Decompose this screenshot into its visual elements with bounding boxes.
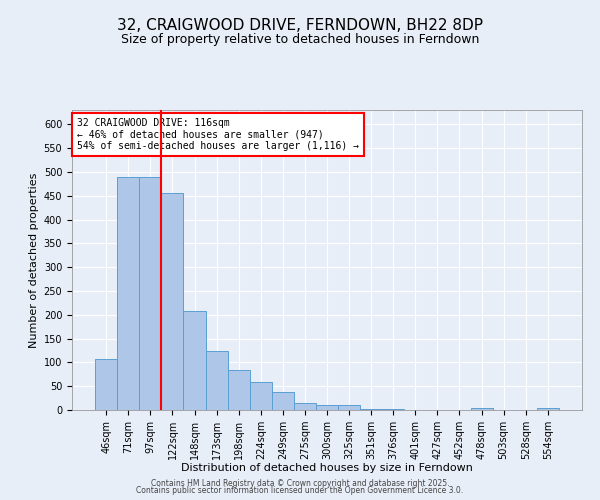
Text: Contains HM Land Registry data © Crown copyright and database right 2025.: Contains HM Land Registry data © Crown c… [151, 478, 449, 488]
Bar [537, 408, 559, 410]
Bar [161, 194, 184, 410]
Bar [227, 370, 250, 410]
Bar [117, 176, 139, 410]
Y-axis label: Number of detached properties: Number of detached properties [29, 172, 40, 348]
Text: 32, CRAIGWOOD DRIVE, FERNDOWN, BH22 8DP: 32, CRAIGWOOD DRIVE, FERNDOWN, BH22 8DP [117, 18, 483, 32]
Bar [338, 405, 360, 410]
Bar [382, 408, 404, 410]
Text: Contains public sector information licensed under the Open Government Licence 3.: Contains public sector information licen… [136, 486, 464, 495]
Bar [206, 351, 227, 410]
Bar [95, 359, 117, 410]
Text: Size of property relative to detached houses in Ferndown: Size of property relative to detached ho… [121, 32, 479, 46]
Text: 32 CRAIGWOOD DRIVE: 116sqm
← 46% of detached houses are smaller (947)
54% of sem: 32 CRAIGWOOD DRIVE: 116sqm ← 46% of deta… [77, 118, 359, 150]
Bar [360, 408, 382, 410]
Bar [184, 311, 206, 410]
Bar [272, 392, 294, 410]
Bar [250, 382, 272, 410]
Bar [294, 404, 316, 410]
Bar [470, 408, 493, 410]
X-axis label: Distribution of detached houses by size in Ferndown: Distribution of detached houses by size … [181, 464, 473, 473]
Bar [139, 176, 161, 410]
Bar [316, 405, 338, 410]
